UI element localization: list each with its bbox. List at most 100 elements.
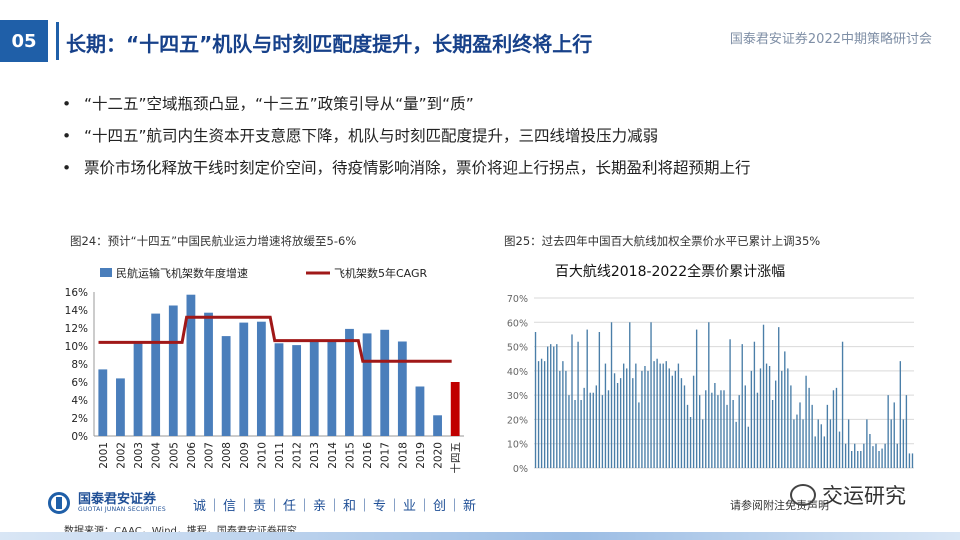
- bullet-item: “十四五”航司内生资本开支意愿下降，机队与时刻匹配度提升，三四线增投压力减弱: [62, 120, 751, 152]
- bar: [908, 453, 911, 468]
- bar: [863, 443, 865, 468]
- y-tick-label: 14%: [65, 305, 88, 317]
- bar: [686, 404, 689, 468]
- bar: [586, 329, 588, 468]
- y-tick-label: 6%: [71, 377, 88, 389]
- bar: [705, 390, 707, 468]
- bar: [239, 322, 249, 436]
- y-tick-label: 70%: [507, 294, 528, 305]
- bar: [644, 366, 646, 468]
- bar: [668, 368, 670, 468]
- bar: [604, 363, 607, 468]
- bar: [869, 434, 871, 468]
- bar: [884, 443, 886, 468]
- bar: [814, 436, 816, 468]
- bar: [415, 386, 425, 436]
- bar: [543, 361, 546, 468]
- bar: [659, 363, 661, 468]
- bar: [632, 378, 634, 468]
- bar: [835, 387, 838, 468]
- bar: [656, 358, 658, 468]
- bar: [98, 369, 108, 436]
- bar: [796, 414, 798, 468]
- y-tick-label: 30%: [507, 391, 528, 402]
- bar: [756, 392, 759, 468]
- bar: [738, 395, 740, 468]
- x-tick-label: 2005: [168, 442, 180, 469]
- bar: [720, 390, 722, 468]
- bar: [629, 322, 631, 468]
- bar: [677, 363, 680, 468]
- bar: [711, 392, 713, 468]
- bar: [838, 431, 841, 468]
- bar: [732, 400, 734, 468]
- bar: [674, 370, 677, 468]
- bar: [787, 368, 789, 468]
- bar: [857, 451, 859, 468]
- bar: [778, 327, 780, 468]
- x-tick-label: 2009: [239, 442, 251, 469]
- x-tick-label: 2004: [151, 442, 163, 469]
- bar: [534, 332, 537, 468]
- fleet-growth-chart: 民航运输飞机架数年度增速 飞机架数5年CAGR 0% 2% 4% 6% 8% 10% 12% 14…: [65, 266, 464, 474]
- x-tick-label: 2014: [327, 442, 339, 469]
- bar: [714, 383, 716, 468]
- x-tick-label: 2019: [415, 442, 427, 469]
- figure-24-caption: 图24：预计“十四五”中国民航业运力增速将放缓至5-6%: [70, 234, 357, 248]
- bar: [881, 448, 883, 468]
- watermark-text: 交运研究: [822, 484, 906, 508]
- bar: [256, 321, 266, 436]
- bar: [626, 368, 628, 468]
- logo-text: 国泰君安证券: [78, 492, 157, 507]
- logo-icon: [48, 492, 70, 514]
- bar: [683, 385, 686, 468]
- bar: [793, 419, 795, 468]
- bar: [702, 419, 704, 468]
- x-tick-label: 2020: [433, 442, 445, 469]
- bullet-item: 票价市场化释放干线时刻定价空间，待疫情影响消除，票价将迎上行拐点，长期盈利将超预…: [62, 152, 751, 184]
- bar: [607, 390, 610, 468]
- bar: [362, 333, 372, 436]
- bar: [905, 395, 908, 468]
- bar: [662, 363, 664, 468]
- bar: [866, 419, 868, 468]
- bar: [854, 443, 856, 468]
- y-tick-label: 50%: [507, 343, 528, 354]
- bar: [635, 363, 637, 468]
- bar: [622, 363, 625, 468]
- bar: [221, 336, 231, 436]
- bar: [580, 400, 582, 468]
- data-source: 数据来源：CAAC，Wind，携程，国泰君安证券研究: [64, 522, 297, 537]
- bar: [692, 375, 695, 468]
- bar: [820, 424, 822, 468]
- bar: [680, 378, 683, 468]
- bar: [829, 419, 832, 468]
- bar: [619, 378, 622, 468]
- bar: [899, 361, 902, 468]
- bar: [832, 390, 835, 468]
- bar: [577, 341, 579, 468]
- bar: [583, 387, 585, 468]
- bar: [708, 322, 710, 468]
- bar: [771, 400, 774, 468]
- bar: [817, 419, 819, 468]
- bar: [540, 358, 543, 468]
- bar: [345, 328, 354, 436]
- bar: [309, 339, 319, 436]
- x-tick-label: 2015: [344, 442, 356, 469]
- bar: [562, 361, 564, 468]
- bar: [589, 392, 591, 468]
- y-tick-label: 2%: [71, 413, 88, 425]
- bar: [327, 341, 337, 436]
- bar: [750, 370, 753, 468]
- x-tick-label: 2011: [274, 442, 286, 469]
- bar: [784, 351, 786, 468]
- bar: [890, 419, 892, 468]
- bar: [698, 395, 701, 468]
- company-motto: 诚｜信｜责｜任｜亲｜和｜专｜业｜创｜新: [193, 499, 479, 514]
- bar: [808, 387, 810, 468]
- y-tick-label: 10%: [507, 440, 528, 451]
- y-tick-label: 0%: [513, 464, 528, 475]
- bar: [568, 395, 570, 468]
- bar: [896, 443, 898, 468]
